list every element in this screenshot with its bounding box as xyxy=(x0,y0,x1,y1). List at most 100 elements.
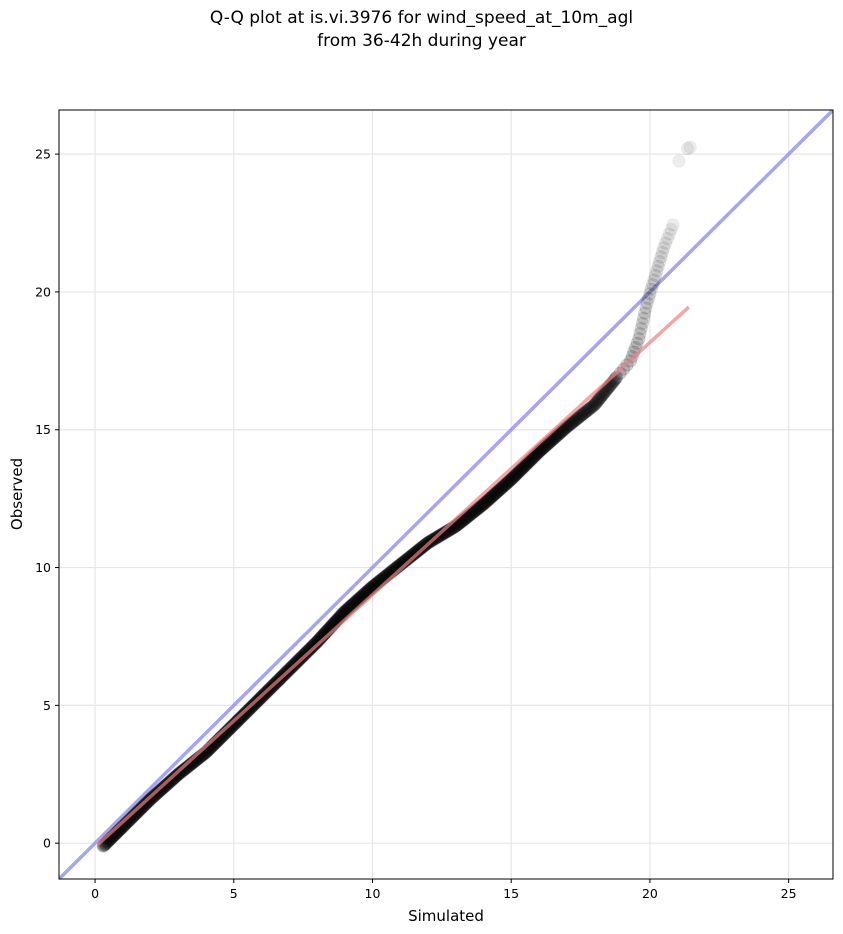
data-point xyxy=(557,422,571,436)
data-point xyxy=(635,316,650,331)
data-point xyxy=(662,227,677,241)
data-point xyxy=(546,432,561,446)
plot-series xyxy=(59,110,833,879)
data-point xyxy=(636,311,651,325)
data-point xyxy=(485,489,499,504)
data-point xyxy=(630,336,644,350)
identity-line xyxy=(59,110,833,879)
data-point xyxy=(136,799,151,813)
data-point xyxy=(305,639,320,654)
data-point xyxy=(466,505,481,519)
data-point xyxy=(499,476,514,491)
data-point xyxy=(575,408,589,422)
data-point xyxy=(582,402,597,416)
data-point xyxy=(479,495,493,509)
data-point xyxy=(516,461,530,475)
data-point xyxy=(639,301,653,315)
data-point xyxy=(169,769,183,784)
x-tick-label: 15 xyxy=(503,886,519,901)
data-point xyxy=(666,218,680,232)
data-point xyxy=(517,460,531,474)
data-point xyxy=(160,777,175,791)
data-point xyxy=(237,707,251,722)
data-point xyxy=(493,482,508,496)
data-point xyxy=(650,264,664,278)
data-point xyxy=(464,507,478,521)
data-point xyxy=(165,772,179,787)
data-point xyxy=(683,140,697,154)
data-point xyxy=(172,766,187,780)
data-point xyxy=(487,487,502,502)
data-point xyxy=(135,800,150,814)
data-point xyxy=(304,641,318,655)
data-point xyxy=(640,296,654,310)
data-point xyxy=(632,332,646,346)
data-point xyxy=(138,798,152,812)
data-point xyxy=(309,636,323,650)
data-point xyxy=(578,405,593,419)
data-point xyxy=(461,509,476,523)
data-point xyxy=(658,236,673,250)
data-point xyxy=(411,544,425,558)
data-point xyxy=(559,420,574,434)
data-point xyxy=(590,394,605,408)
data-point xyxy=(159,778,173,792)
data-point xyxy=(234,711,248,725)
data-point xyxy=(470,502,484,516)
data-point xyxy=(528,448,543,462)
data-point xyxy=(518,458,532,473)
data-point xyxy=(591,393,606,407)
data-point xyxy=(654,250,668,264)
data-point xyxy=(475,498,489,512)
data-point xyxy=(235,709,249,724)
data-point xyxy=(664,222,678,237)
data-point xyxy=(558,421,573,435)
data-point xyxy=(570,412,584,426)
data-point xyxy=(573,409,588,423)
data-point xyxy=(541,436,556,450)
data-point xyxy=(587,398,602,412)
data-point xyxy=(641,291,656,306)
data-point xyxy=(462,508,477,522)
y-tick-label: 20 xyxy=(35,284,51,299)
data-point xyxy=(651,259,665,273)
data-point xyxy=(547,431,562,445)
data-point xyxy=(476,497,491,511)
data-point xyxy=(139,796,153,811)
data-point xyxy=(551,427,565,442)
grid-lines xyxy=(59,110,833,879)
y-tick-label: 10 xyxy=(35,560,51,575)
data-point xyxy=(519,457,533,472)
data-point xyxy=(514,462,529,476)
data-point xyxy=(510,466,524,481)
data-point xyxy=(526,450,540,465)
data-point xyxy=(527,449,542,464)
data-point xyxy=(171,767,185,781)
data-point xyxy=(158,779,172,793)
x-tick-label: 25 xyxy=(781,886,797,901)
data-point xyxy=(580,404,594,418)
data-point xyxy=(572,410,586,424)
data-point xyxy=(552,426,567,441)
data-point xyxy=(238,706,253,720)
data-point xyxy=(435,527,449,542)
data-point xyxy=(407,547,421,561)
data-point xyxy=(562,418,576,432)
data-point xyxy=(567,414,581,428)
data-point xyxy=(596,386,611,401)
data-point xyxy=(576,407,590,421)
data-point xyxy=(494,481,509,495)
data-point xyxy=(480,494,494,508)
data-point xyxy=(465,506,479,520)
data-point xyxy=(616,362,631,376)
data-point xyxy=(481,493,495,507)
data-point xyxy=(563,417,578,431)
data-point xyxy=(467,504,482,518)
data-point xyxy=(303,642,317,656)
data-point xyxy=(585,400,599,414)
data-point xyxy=(581,403,595,417)
data-point xyxy=(232,712,247,726)
data-point xyxy=(506,470,521,484)
x-tick-label: 5 xyxy=(230,886,238,901)
